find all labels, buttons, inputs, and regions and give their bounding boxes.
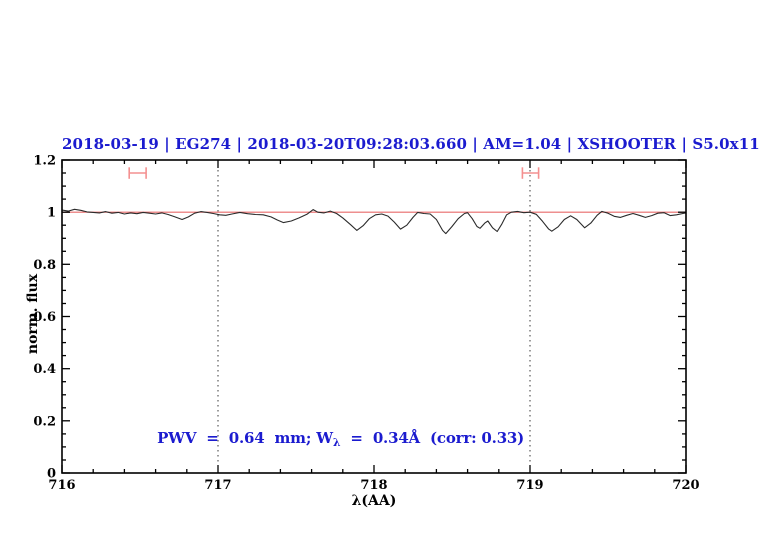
lambda-subscript: λ	[332, 436, 341, 449]
y-tick-label-1: 1	[47, 206, 56, 221]
pwv-annotation-text: PWV = 0.64 mm; W	[157, 429, 333, 447]
x-tick-label-718: 718	[360, 478, 387, 493]
pwv-annotation: PWV = 0.64 mm; Wλ = 0.34Å (corr: 0.33)	[137, 411, 524, 467]
x-tick-label-716: 716	[48, 478, 75, 493]
y-tick-label-1.2: 1.2	[33, 154, 56, 169]
pwv-annotation-text-2: = 0.34Å (corr: 0.33)	[340, 429, 525, 447]
plot-title: 2018-03-19 | EG274 | 2018-03-20T09:28:03…	[62, 135, 760, 153]
y-tick-label-0.8: 0.8	[33, 258, 56, 273]
y-tick-label-0.4: 0.4	[33, 362, 56, 377]
x-axis-label: λ(AA)	[351, 493, 397, 509]
x-tick-label-717: 717	[204, 478, 231, 493]
x-tick-label-720: 720	[672, 478, 699, 493]
y-tick-label-0.2: 0.2	[33, 414, 56, 429]
plot-frame	[61, 159, 687, 474]
y-tick-label-0: 0	[47, 467, 56, 482]
x-tick-label-719: 719	[516, 478, 543, 493]
spectrum-line	[61, 208, 687, 235]
y-tick-label-0.6: 0.6	[33, 310, 56, 325]
